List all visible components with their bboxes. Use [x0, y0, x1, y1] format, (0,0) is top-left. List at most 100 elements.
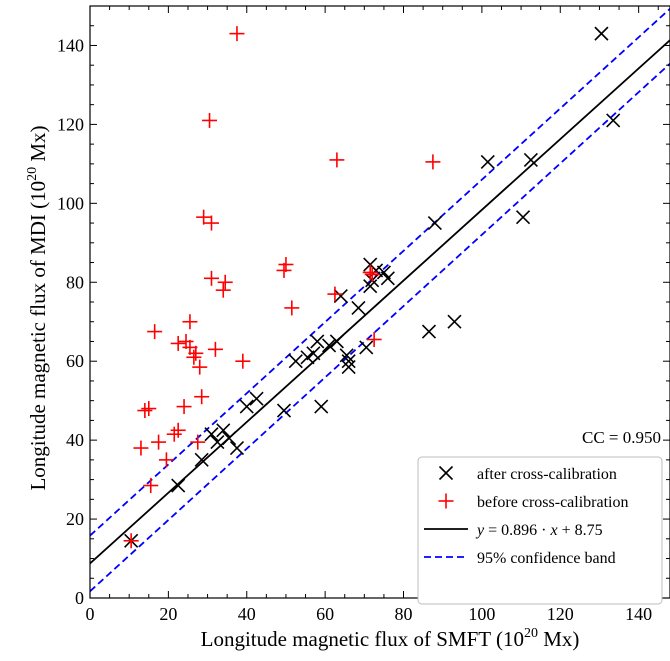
- legend-fit-fit_end: + 8.75: [558, 522, 603, 539]
- before-point: [364, 266, 380, 282]
- after-point-b: [333, 289, 348, 304]
- after-point-b: [339, 348, 354, 363]
- after-point-b: [329, 334, 344, 349]
- legend-fit-fit_mid: = 0.896 ·: [484, 522, 550, 539]
- before-point: [137, 403, 153, 419]
- before-point: [158, 452, 174, 468]
- after-point-b: [380, 271, 395, 286]
- after-point-b: [276, 403, 292, 418]
- before-point: [366, 331, 382, 347]
- before-point: [362, 264, 378, 280]
- after-point-b: [306, 346, 321, 361]
- after-point-b: [376, 265, 391, 280]
- after-point-b: [515, 210, 531, 225]
- x-axis-label-main: Longitude magnetic flux of SMFT (10: [201, 627, 524, 651]
- after-point: [333, 289, 348, 304]
- before-point: [284, 300, 300, 316]
- after-point: [204, 427, 219, 442]
- after-point: [380, 271, 395, 286]
- after-point: [351, 300, 366, 315]
- legend-band-label: 95% confidence band: [477, 550, 616, 567]
- before-point: [176, 399, 192, 415]
- after-point: [229, 440, 245, 456]
- after-point: [222, 431, 237, 446]
- legend-after-label: after cross-calibration: [477, 466, 617, 483]
- ticks: 0 20 40 60 80 100 120 140 0 20 40 60 80 100 120 140: [57, 5, 670, 624]
- legend-before-label: before cross-calibration: [477, 494, 628, 511]
- before-point: [425, 154, 441, 170]
- before-point: [202, 112, 218, 128]
- before-point: [182, 314, 198, 330]
- before-point: [276, 262, 292, 278]
- after-point: [447, 314, 462, 329]
- legend-fit-fit_x: x: [549, 522, 557, 539]
- after-point: [515, 210, 531, 225]
- y-tick-label: 40: [66, 430, 84, 450]
- y-tick-label: 120: [57, 114, 84, 134]
- x-tick-label: 120: [547, 604, 574, 624]
- after-point-b: [606, 113, 621, 128]
- after-point-b: [288, 354, 303, 369]
- before-point: [196, 209, 212, 225]
- legend-after-marker: [438, 465, 454, 481]
- x-tick-label: 60: [316, 604, 334, 624]
- y-tick-label: 100: [57, 193, 84, 213]
- legend-box: [417, 456, 663, 605]
- after-point-b: [341, 354, 356, 369]
- y-tick-label: 60: [66, 351, 84, 371]
- after-point-b: [594, 26, 609, 41]
- after-point: [310, 334, 325, 349]
- after-point: [239, 399, 254, 414]
- after-point-b: [480, 154, 495, 169]
- x-axis-label: Longitude magnetic flux of SMFT (1020 Mx…: [201, 626, 580, 651]
- before-point: [235, 353, 251, 369]
- after-point-b: [229, 440, 245, 456]
- after-point-b: [249, 391, 264, 406]
- before-point: [151, 434, 167, 450]
- after-point-b: [321, 338, 337, 353]
- before-point: [178, 333, 194, 349]
- legend-after-marker-b: [438, 465, 454, 481]
- after-point: [606, 113, 621, 128]
- y-tick-label: 0: [75, 588, 84, 608]
- confidence-band-lower: [90, 62, 670, 592]
- before-point: [143, 478, 159, 494]
- cc-annotation: CC = 0.950: [582, 428, 661, 447]
- y-axis-label-main: Longitude magnetic flux of MDI (10: [26, 181, 50, 491]
- after-point-b: [523, 152, 538, 167]
- after-point: [171, 478, 186, 493]
- y-tick-label: 20: [66, 509, 84, 529]
- legend: after cross-calibration before cross-cali…: [417, 456, 663, 605]
- before-point: [203, 270, 219, 286]
- after-point-b: [341, 360, 356, 375]
- legend-fit-label: y = 0.896 · x + 8.75: [475, 522, 603, 539]
- y-tick-label: 140: [57, 35, 84, 55]
- after-point: [288, 354, 303, 369]
- before-point: [188, 345, 204, 361]
- after-point: [321, 338, 337, 353]
- x-tick-label: 40: [238, 604, 256, 624]
- after-point-b: [239, 399, 254, 414]
- after-point-b: [427, 216, 442, 231]
- before-point: [123, 533, 139, 549]
- after-point-b: [222, 431, 237, 446]
- before-point: [194, 389, 210, 405]
- after-point: [194, 452, 209, 467]
- after-point: [341, 360, 356, 375]
- after-point-b: [300, 350, 315, 365]
- before-point: [329, 152, 345, 168]
- after-point: [300, 350, 315, 365]
- after-point-b: [359, 340, 374, 355]
- before-point: [229, 26, 245, 42]
- after-point: [594, 26, 609, 41]
- after-point: [306, 346, 321, 361]
- x-tick-label: 140: [625, 604, 652, 624]
- before-point: [192, 359, 208, 375]
- before-point: [203, 215, 219, 231]
- before-point: [327, 286, 343, 302]
- after-point: [249, 391, 264, 406]
- before-point: [147, 324, 163, 340]
- after-point-b: [351, 300, 366, 315]
